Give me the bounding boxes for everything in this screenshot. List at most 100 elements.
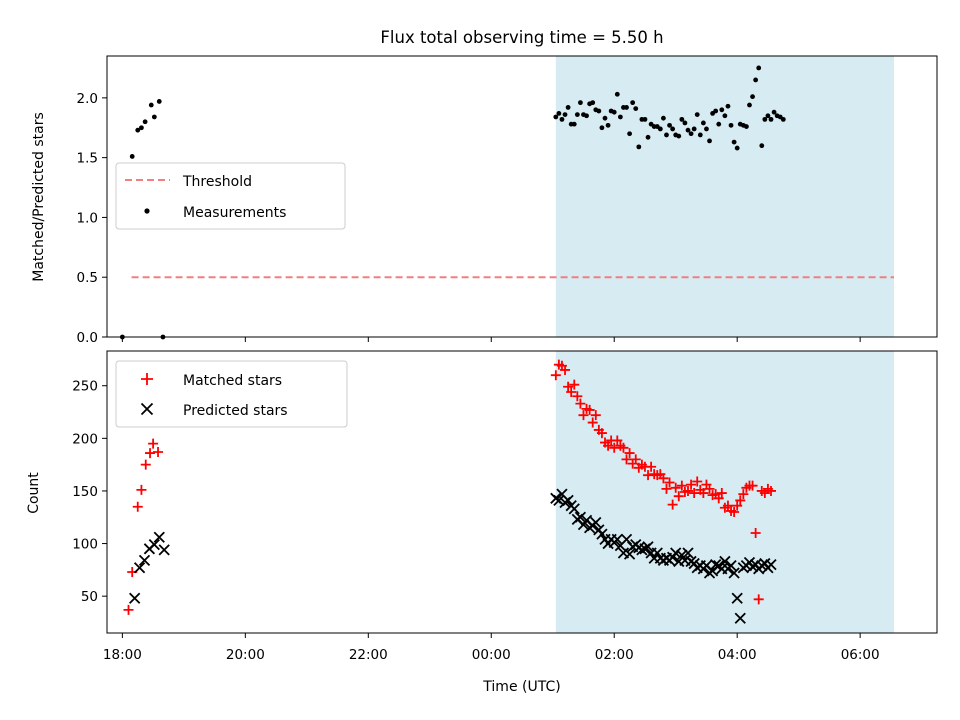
x-tick-label: 04:00 <box>718 647 757 663</box>
measurement-point <box>129 154 135 159</box>
matched-star-point <box>550 370 561 381</box>
predicted-star-point <box>636 544 648 556</box>
matched-star-point <box>698 488 709 499</box>
top-legend: Threshold Measurements <box>115 162 346 230</box>
measurement-point <box>691 126 697 132</box>
measurement-point <box>780 116 786 122</box>
bottom-legend-box <box>115 360 348 428</box>
measurement-point <box>664 132 669 138</box>
matched-star-point <box>569 379 580 390</box>
top-y-tick-label: 1.5 <box>77 151 98 167</box>
measurement-point <box>657 126 663 132</box>
measurement-point <box>716 121 722 127</box>
predicted-star-point <box>129 592 141 604</box>
predicted-star-point <box>725 560 737 572</box>
matched-star-point <box>738 489 749 500</box>
matched-star-point <box>148 438 159 449</box>
measurement-point <box>596 108 602 114</box>
matched-star-point <box>735 495 746 506</box>
measurement-point <box>605 122 611 128</box>
measurement-point <box>627 131 632 137</box>
predicted-star-point <box>642 541 654 553</box>
bottom-x-axis: 18:00 20:00 22:00 00:00 02:00 04:00 06:00 <box>103 633 880 663</box>
measurement-point <box>135 127 141 133</box>
measurement-point <box>750 94 755 100</box>
top-axes-frame <box>106 55 938 338</box>
predicted-star-points <box>129 488 777 624</box>
predicted-star-point <box>158 544 170 556</box>
measurement-point <box>556 110 562 116</box>
bottom-y-tick-label: 150 <box>72 484 98 500</box>
measurement-point <box>685 127 691 133</box>
predicted-star-point <box>728 567 740 579</box>
predicted-star-point <box>568 503 580 515</box>
matched-star-point <box>732 500 743 511</box>
top-y-tick-label: 0.0 <box>77 330 98 346</box>
top-y-tick-label: 1.0 <box>77 210 98 226</box>
matched-star-point <box>563 381 574 392</box>
measurement-point <box>725 103 731 109</box>
measurement-point <box>574 112 580 117</box>
legend-matched-label: Matched stars <box>183 373 282 389</box>
measurement-point <box>707 138 712 144</box>
matched-star-point <box>575 398 586 409</box>
top-shaded-span <box>555 56 894 337</box>
predicted-star-point <box>153 531 165 543</box>
measurement-point <box>728 122 734 128</box>
predicted-star-point <box>765 558 777 571</box>
bottom-y-tick-label: 100 <box>72 537 98 553</box>
top-y-axis: 0.0 0.5 1.0 1.5 2.0 <box>77 91 107 346</box>
matched-star-point <box>618 442 629 453</box>
measurement-points <box>119 65 786 340</box>
legend-matched-swatch <box>141 373 153 385</box>
matched-star-point <box>766 485 776 496</box>
matched-star-point <box>584 404 595 415</box>
matched-star-point <box>140 459 151 470</box>
measurement-point <box>139 125 144 131</box>
predicted-star-point <box>553 494 565 507</box>
measurement-point <box>734 145 740 151</box>
matched-star-point <box>729 506 740 517</box>
matched-star-point <box>704 483 715 494</box>
measurement-point <box>553 114 559 120</box>
measurement-point <box>565 105 571 110</box>
matched-star-point <box>750 528 761 539</box>
matched-star-point <box>667 499 678 510</box>
matched-star-point <box>136 484 147 495</box>
x-tick-label: 22:00 <box>349 647 388 663</box>
measurement-point <box>700 120 706 126</box>
matched-star-point <box>590 410 601 421</box>
measurement-point <box>744 124 749 129</box>
top-y-tick-label: 2.0 <box>77 91 98 107</box>
matched-star-point <box>722 500 733 511</box>
predicted-star-point <box>596 528 608 540</box>
measurement-point <box>559 116 565 122</box>
matched-star-point <box>658 473 669 484</box>
predicted-star-point <box>138 554 151 567</box>
matched-star-point <box>560 364 571 375</box>
matched-star-point <box>747 480 758 491</box>
measurement-point <box>713 108 719 114</box>
measurement-point <box>756 65 762 71</box>
matched-star-point <box>572 391 583 402</box>
measurement-point <box>584 113 589 119</box>
predicted-star-point <box>734 612 746 624</box>
measurement-point <box>670 126 676 132</box>
top-panel: 0.00.51.01.52.0 Matched/Predicted stars … <box>31 55 938 346</box>
bottom-legend: Matched stars Predicted stars <box>115 360 348 428</box>
bottom-y-tick-label: 200 <box>72 431 98 447</box>
top-x-ticks <box>121 337 861 342</box>
measurement-point <box>633 106 639 112</box>
bottom-y-tick-label: 250 <box>72 379 98 395</box>
measurement-point <box>694 112 700 117</box>
legend-predicted-label: Predicted stars <box>183 403 288 419</box>
matched-star-point <box>609 442 620 453</box>
measurement-point <box>771 109 777 115</box>
matched-star-point <box>145 448 156 459</box>
matched-star-point <box>596 428 607 439</box>
matched-star-point <box>689 488 700 499</box>
measurement-point <box>642 116 648 122</box>
measurement-point <box>636 144 642 150</box>
chart-title: Flux total observing time = 5.50 h <box>380 28 663 47</box>
